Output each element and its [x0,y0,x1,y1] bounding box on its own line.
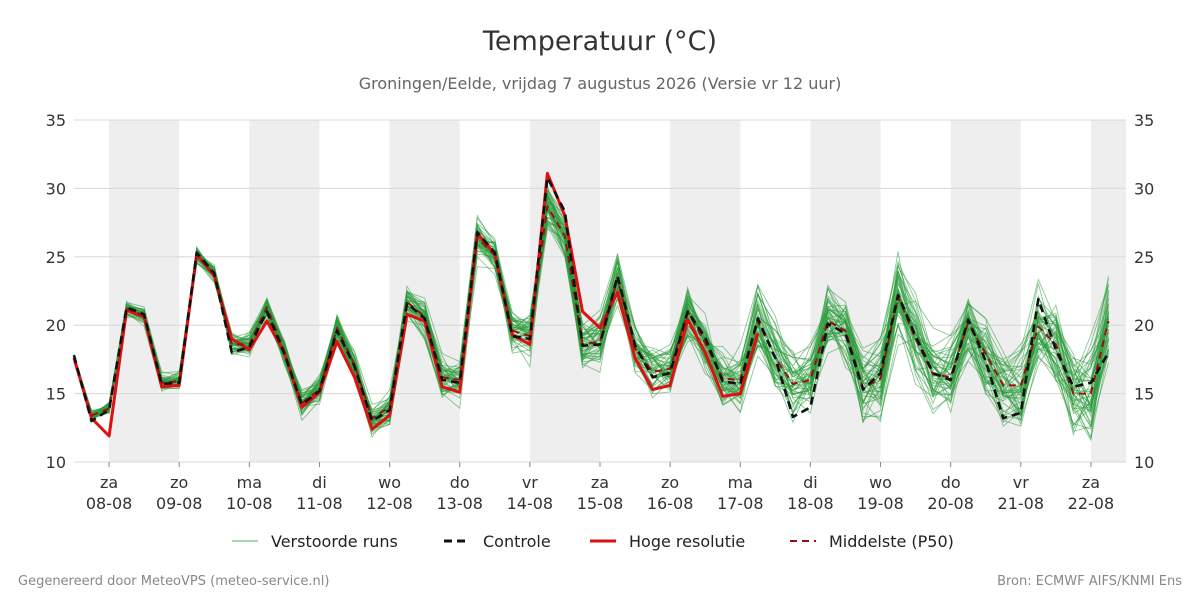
y-tick-right-25: 25 [1134,248,1154,267]
y-axis-right: 10 15 20 25 30 35 [1134,111,1154,472]
x-tick-day-1: zo [170,473,188,492]
x-tick-date-8: 16-08 [647,494,694,513]
x-tick-date-5: 13-08 [436,494,483,513]
x-tick-day-5: do [450,473,470,492]
ensemble-member-41 [73,188,1109,416]
shaded-day-1 [249,120,320,462]
x-tick-day-3: di [312,473,327,492]
x-tick-day-12: do [941,473,961,492]
legend-item-controle: Controle [444,532,551,551]
legend-label-p50: Middelste (P50) [829,532,954,551]
y-tick-right-35: 35 [1134,111,1154,130]
x-tick-day-2: ma [237,473,262,492]
x-tick-date-1: 09-08 [156,494,203,513]
x-tick-date-14: 22-08 [1068,494,1115,513]
x-tick-date-12: 20-08 [927,494,974,513]
y-axis-left: 10 15 20 25 30 35 [46,111,66,472]
x-tick-date-2: 10-08 [226,494,273,513]
x-tick-date-3: 11-08 [296,494,343,513]
ensemble-member-45 [73,221,1109,442]
legend-label-controle: Controle [483,532,551,551]
y-tick-left-30: 30 [46,179,66,198]
x-tick-date-11: 19-08 [857,494,904,513]
y-tick-left-25: 25 [46,248,66,267]
ensemble-member-35 [73,196,1109,428]
x-tick-date-7: 15-08 [577,494,624,513]
y-tick-left-10: 10 [46,453,66,472]
chart-title: Temperatuur (°C) [482,26,717,57]
x-axis: za 08-08 zo 09-08 ma 10-08 di 11-08 wo 12-08 do 13-… [86,462,1114,513]
x-tick-date-6: 14-08 [507,494,554,513]
legend-label-hoge-resolutie: Hoge resolutie [629,532,745,551]
day-shading [109,120,1126,462]
footer-source: Bron: ECMWF AIFS/KNMI Ens [997,574,1182,589]
shaded-day-3 [529,120,600,462]
legend-item-hoge-resolutie: Hoge resolutie [590,532,745,551]
x-tick-date-10: 18-08 [787,494,834,513]
shaded-day-6 [950,120,1021,462]
x-tick-day-10: di [803,473,818,492]
footer-generated-by: Gegenereerd door MeteoVPS (meteo-service… [18,574,329,589]
shaded-day-5 [810,120,881,462]
x-tick-day-4: wo [378,473,401,492]
ensemble-member-11 [73,205,1109,429]
x-tick-day-14: za [1082,473,1100,492]
x-tick-day-7: za [591,473,609,492]
legend-item-ensemble: Verstoorde runs [232,532,398,551]
x-tick-day-13: vr [1013,473,1029,492]
series-controle [72,176,1110,423]
ensemble-member-50 [73,228,1109,426]
x-tick-day-9: ma [728,473,753,492]
x-tick-day-8: zo [661,473,679,492]
shaded-day-0 [109,120,180,462]
x-tick-date-4: 12-08 [366,494,413,513]
legend-label-ensemble: Verstoorde runs [271,532,398,551]
x-tick-day-0: za [100,473,118,492]
main-series [72,171,1110,438]
y-tick-right-10: 10 [1134,453,1154,472]
x-tick-date-0: 08-08 [86,494,133,513]
y-tick-left-35: 35 [46,111,66,130]
y-tick-left-15: 15 [46,385,66,404]
legend-item-p50: Middelste (P50) [790,532,954,551]
ensemble-member-47 [73,194,1109,428]
shaded-day-2 [389,120,460,462]
shaded-day-4 [670,120,741,462]
chart-subtitle: Groningen/Eelde, vrijdag 7 augustus 2026… [359,74,842,93]
y-tick-left-20: 20 [46,316,66,335]
y-tick-right-30: 30 [1134,179,1154,198]
legend: Verstoorde runs Controle Hoge resolutie … [232,532,954,551]
y-tick-right-15: 15 [1134,385,1154,404]
y-tick-right-20: 20 [1134,316,1154,335]
x-tick-day-6: vr [522,473,538,492]
x-tick-day-11: wo [869,473,892,492]
x-tick-date-9: 17-08 [717,494,764,513]
x-tick-date-13: 21-08 [998,494,1045,513]
